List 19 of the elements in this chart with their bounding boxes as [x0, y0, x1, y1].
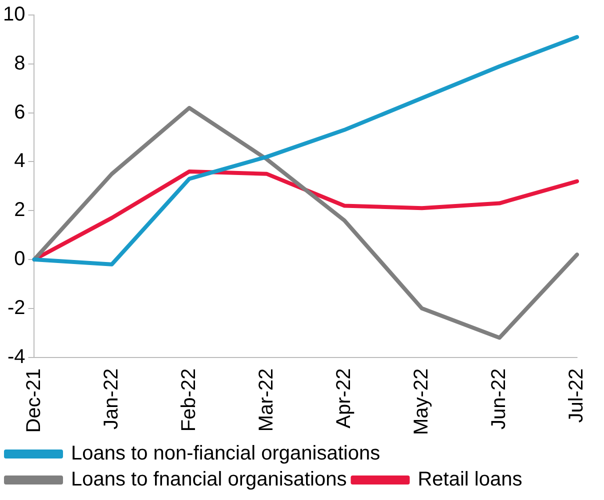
x-tick-label: Mar-22 [255, 368, 278, 432]
y-tick-label: -4 [7, 346, 26, 368]
legend-label: Loans to non-fiancial organisations [71, 442, 380, 465]
x-tick-label: Feb-22 [178, 368, 200, 432]
x-tick-label: Apr-22 [332, 368, 355, 428]
y-tick-label: -2 [7, 296, 26, 319]
legend-label: Retail loans [418, 468, 522, 491]
y-tick-label: 6 [14, 101, 26, 124]
y-tick-label: 10 [2, 4, 26, 26]
x-tick-label: Jan-22 [100, 368, 122, 430]
x-tick-label: Jun-22 [488, 368, 510, 430]
y-tick-label: 0 [14, 248, 26, 270]
x-tick-label: Dec-21 [22, 368, 45, 433]
x-tick-label: Jul-22 [566, 368, 588, 423]
y-tick-label: 4 [14, 150, 26, 172]
legend-label: Loans to fnancial organisations [71, 468, 347, 491]
y-tick-label: 2 [14, 199, 26, 222]
y-tick-label: 8 [14, 52, 26, 74]
x-tick-label: May-22 [410, 368, 432, 436]
